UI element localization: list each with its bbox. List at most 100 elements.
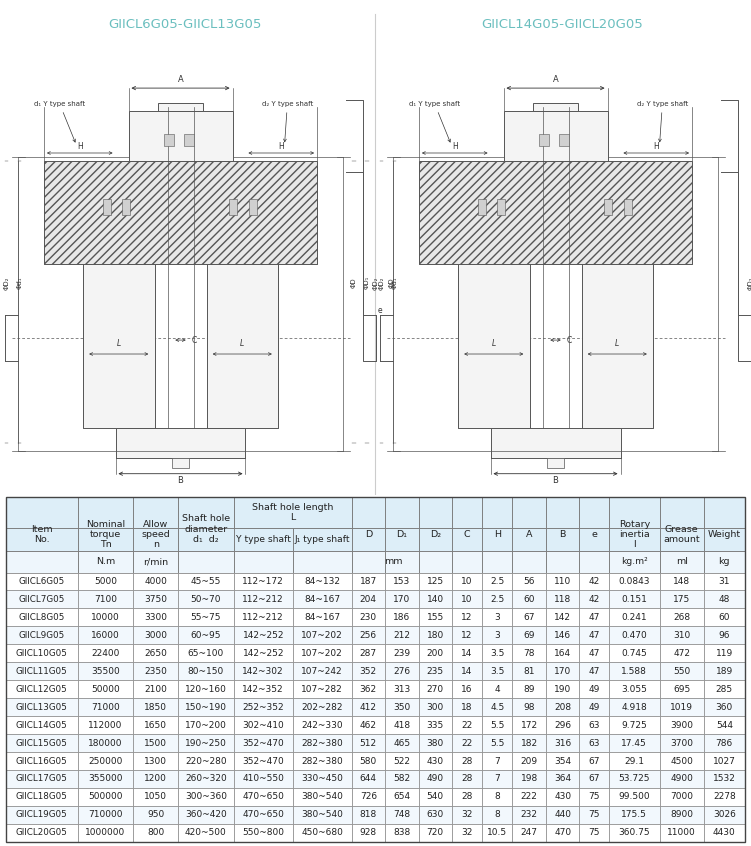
Text: 540: 540 bbox=[427, 793, 444, 801]
Bar bbox=[452, 626, 482, 645]
Text: 4500: 4500 bbox=[670, 756, 693, 766]
Bar bbox=[134, 608, 178, 626]
Text: GIICL12G05: GIICL12G05 bbox=[16, 684, 68, 694]
Bar bbox=[293, 698, 351, 716]
Text: 170~200: 170~200 bbox=[185, 721, 227, 729]
Text: Φd₁: Φd₁ bbox=[391, 277, 397, 289]
Text: 11000: 11000 bbox=[668, 828, 696, 838]
Text: 42: 42 bbox=[589, 577, 600, 586]
Bar bbox=[293, 591, 351, 608]
Text: 198: 198 bbox=[520, 774, 538, 783]
Text: 71000: 71000 bbox=[91, 703, 120, 711]
Text: 17.45: 17.45 bbox=[621, 739, 647, 748]
Bar bbox=[351, 716, 385, 734]
Bar bbox=[385, 698, 418, 716]
Bar bbox=[452, 529, 482, 552]
Text: 10.5: 10.5 bbox=[487, 828, 508, 838]
Bar bbox=[351, 824, 385, 842]
Text: 14: 14 bbox=[461, 667, 473, 676]
Text: 550: 550 bbox=[673, 667, 690, 676]
Text: 107~242: 107~242 bbox=[301, 667, 343, 676]
Bar bbox=[512, 497, 546, 529]
Bar bbox=[478, 200, 486, 215]
Bar bbox=[184, 135, 194, 146]
Text: 928: 928 bbox=[360, 828, 377, 838]
Bar bbox=[704, 770, 745, 788]
Text: 380~540: 380~540 bbox=[301, 793, 343, 801]
Text: 9.725: 9.725 bbox=[621, 721, 647, 729]
Bar bbox=[609, 788, 660, 806]
Text: 50~70: 50~70 bbox=[191, 595, 221, 604]
Bar bbox=[234, 698, 293, 716]
Bar bbox=[704, 806, 745, 824]
Bar bbox=[6, 529, 77, 552]
Bar bbox=[547, 459, 563, 468]
Bar bbox=[77, 573, 134, 591]
Text: Φd₁: Φd₁ bbox=[17, 277, 23, 289]
Bar bbox=[6, 645, 77, 662]
Text: 212: 212 bbox=[394, 631, 410, 640]
Text: 98: 98 bbox=[523, 703, 535, 711]
Text: 10: 10 bbox=[461, 595, 473, 604]
Bar bbox=[579, 752, 609, 770]
Bar bbox=[546, 645, 579, 662]
Text: 276: 276 bbox=[394, 667, 410, 676]
Bar bbox=[482, 824, 512, 842]
Bar bbox=[704, 680, 745, 698]
Bar bbox=[293, 529, 351, 552]
Text: C: C bbox=[464, 530, 470, 539]
Bar bbox=[351, 645, 385, 662]
Text: B: B bbox=[177, 475, 183, 485]
Text: 490: 490 bbox=[427, 774, 444, 783]
Text: 42: 42 bbox=[589, 595, 600, 604]
Bar bbox=[351, 806, 385, 824]
Bar bbox=[452, 716, 482, 734]
Bar bbox=[482, 752, 512, 770]
Bar bbox=[77, 662, 134, 680]
Bar bbox=[116, 428, 246, 459]
Text: L: L bbox=[116, 339, 121, 349]
Bar bbox=[609, 734, 660, 752]
Text: 5.5: 5.5 bbox=[490, 721, 505, 729]
Bar bbox=[234, 573, 293, 591]
Text: 364: 364 bbox=[554, 774, 572, 783]
Bar bbox=[609, 770, 660, 788]
Text: 204: 204 bbox=[360, 595, 377, 604]
Text: 50000: 50000 bbox=[91, 684, 120, 694]
Bar bbox=[164, 135, 174, 146]
Bar bbox=[293, 626, 351, 645]
Text: 695: 695 bbox=[673, 684, 690, 694]
Bar bbox=[178, 608, 234, 626]
Text: 355000: 355000 bbox=[89, 774, 123, 783]
Bar bbox=[452, 752, 482, 770]
Text: 67: 67 bbox=[523, 613, 535, 622]
Text: 1850: 1850 bbox=[144, 703, 167, 711]
Bar bbox=[351, 552, 385, 573]
Bar bbox=[704, 591, 745, 608]
Bar bbox=[385, 680, 418, 698]
Text: 250000: 250000 bbox=[89, 756, 122, 766]
Text: ΦD: ΦD bbox=[351, 277, 357, 288]
Text: H: H bbox=[77, 142, 83, 151]
Bar bbox=[134, 645, 178, 662]
Text: 300~360: 300~360 bbox=[185, 793, 227, 801]
Text: 270: 270 bbox=[427, 684, 444, 694]
Text: 10: 10 bbox=[461, 577, 473, 586]
Bar bbox=[351, 573, 385, 591]
Text: 354: 354 bbox=[554, 756, 572, 766]
Bar bbox=[351, 662, 385, 680]
Bar bbox=[351, 680, 385, 698]
Text: 142~252: 142~252 bbox=[243, 649, 284, 658]
Text: 180: 180 bbox=[427, 631, 444, 640]
Text: Grease
amount: Grease amount bbox=[663, 525, 700, 544]
Text: d₂ Y type shaft: d₂ Y type shaft bbox=[262, 102, 313, 142]
Text: Shaft hole
diameter: Shaft hole diameter bbox=[182, 514, 230, 534]
Text: ml: ml bbox=[676, 558, 688, 567]
Text: 352~470: 352~470 bbox=[243, 739, 284, 748]
Text: 430: 430 bbox=[427, 756, 444, 766]
Text: d₁  d₂: d₁ d₂ bbox=[193, 536, 219, 544]
Bar bbox=[579, 770, 609, 788]
Bar bbox=[609, 662, 660, 680]
Bar bbox=[77, 698, 134, 716]
Bar bbox=[178, 770, 234, 788]
